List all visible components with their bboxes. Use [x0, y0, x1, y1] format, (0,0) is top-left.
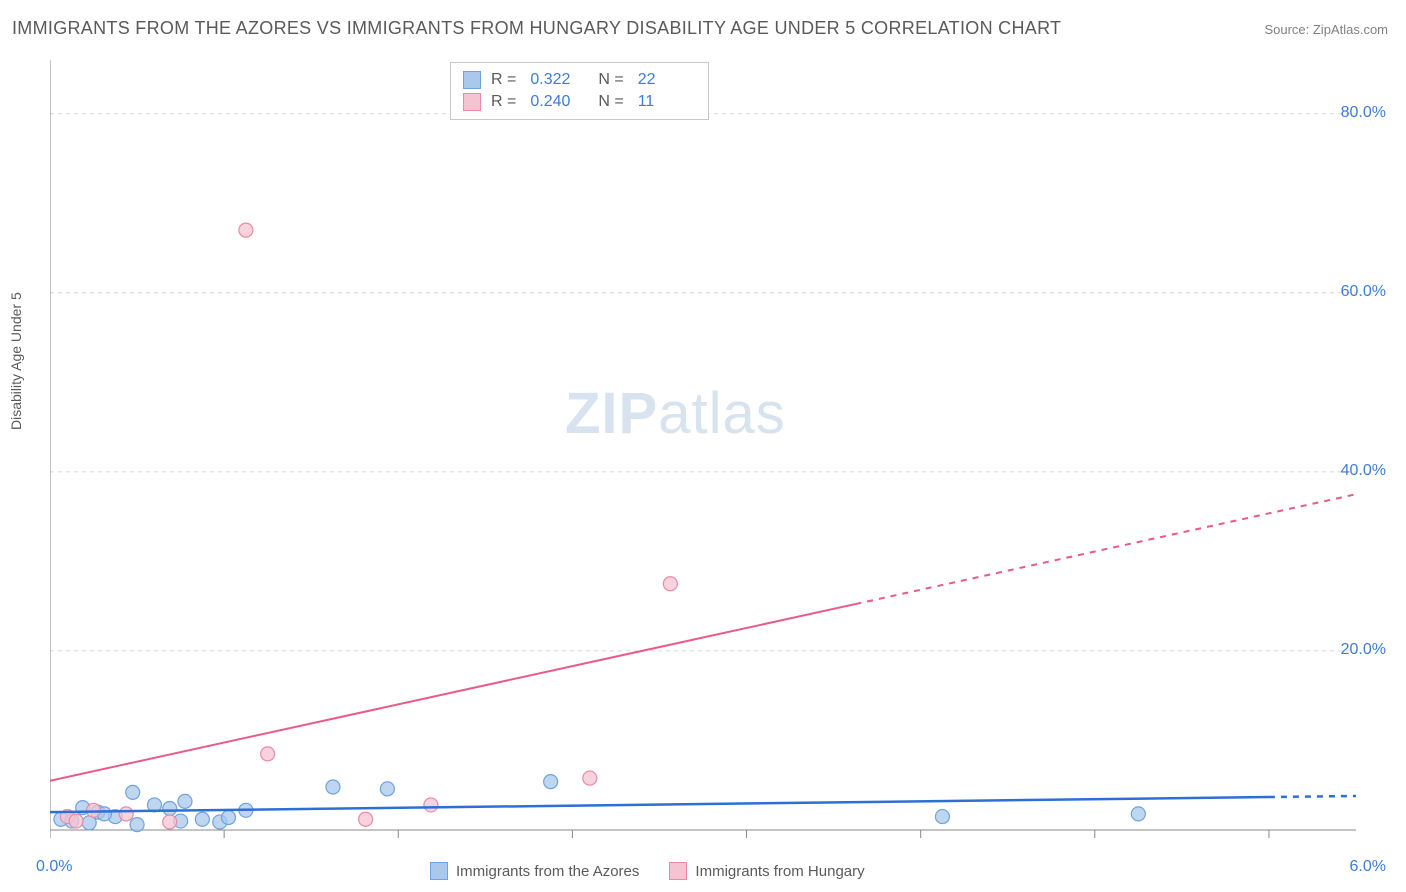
stats-n-label: N = — [598, 93, 623, 111]
legend-swatch-hungary — [669, 862, 687, 880]
stats-r-label: R = — [491, 93, 516, 111]
y-axis-tick-label: 80.0% — [1326, 104, 1386, 122]
stats-swatch-hungary — [463, 93, 481, 111]
y-axis-tick-label: 40.0% — [1326, 462, 1386, 480]
legend-item-azores: Immigrants from the Azores — [430, 862, 639, 880]
legend-swatch-azores — [430, 862, 448, 880]
y-axis-tick-label: 60.0% — [1326, 283, 1386, 301]
legend: Immigrants from the Azores Immigrants fr… — [430, 862, 865, 880]
stats-swatch-azores — [463, 71, 481, 89]
x-axis-min-label: 0.0% — [36, 858, 72, 876]
stats-n-label: N = — [598, 71, 623, 89]
legend-label: Immigrants from the Azores — [456, 863, 639, 880]
stats-n-value: 22 — [638, 71, 688, 89]
legend-label: Immigrants from Hungary — [695, 863, 864, 880]
correlation-stats-box: R = 0.322 N = 22 R = 0.240 N = 11 — [450, 62, 709, 120]
scatter-chart-svg — [50, 60, 1360, 850]
stats-r-value: 0.322 — [530, 71, 580, 89]
source-attribution: Source: ZipAtlas.com — [1264, 22, 1388, 37]
stats-row: R = 0.322 N = 22 — [463, 69, 696, 91]
y-axis-label: Disability Age Under 5 — [8, 292, 24, 430]
legend-item-hungary: Immigrants from Hungary — [669, 862, 864, 880]
stats-r-value: 0.240 — [530, 93, 580, 111]
stats-r-label: R = — [491, 71, 516, 89]
y-axis-tick-label: 20.0% — [1326, 641, 1386, 659]
chart-title: IMMIGRANTS FROM THE AZORES VS IMMIGRANTS… — [12, 18, 1061, 39]
stats-row: R = 0.240 N = 11 — [463, 91, 696, 113]
stats-n-value: 11 — [638, 93, 688, 111]
x-axis-max-label: 6.0% — [1350, 858, 1386, 876]
chart-area — [50, 60, 1360, 830]
